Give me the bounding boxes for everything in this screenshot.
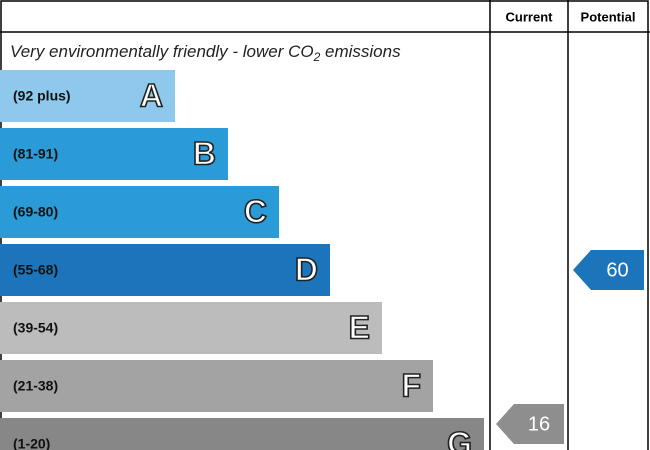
band-letter: E — [349, 309, 370, 345]
band-bar — [0, 418, 484, 450]
band-letter: G — [447, 425, 472, 450]
band-range: (55-68) — [13, 262, 58, 278]
band-range: (39-54) — [13, 320, 58, 336]
current-value: 16 — [528, 413, 550, 435]
band-bar — [0, 302, 382, 354]
band-letter: D — [295, 251, 318, 287]
band-range: (69-80) — [13, 204, 58, 220]
potential-header: Potential — [581, 9, 636, 24]
band-bar — [0, 244, 330, 296]
band-letter: A — [140, 77, 163, 113]
band-range: (1-20) — [13, 436, 50, 450]
subtitle-text: Very environmentally friendly - lower CO — [10, 42, 314, 61]
potential-value: 60 — [606, 259, 628, 281]
potential-arrow — [573, 250, 644, 290]
band-letter: C — [244, 193, 267, 229]
band-bar — [0, 360, 433, 412]
subtitle-subscript: 2 — [313, 50, 321, 64]
current-header: Current — [506, 9, 554, 24]
band-bar — [0, 186, 279, 238]
band-bar — [0, 128, 228, 180]
band-letter: B — [193, 135, 216, 171]
band-bar — [0, 70, 175, 122]
band-range: (21-38) — [13, 378, 58, 394]
subtitle-suffix: emissions — [320, 42, 401, 61]
subtitle: Very environmentally friendly - lower CO… — [10, 42, 401, 64]
band-range: (92 plus) — [13, 88, 71, 104]
current-arrow — [496, 404, 564, 444]
band-letter: F — [401, 367, 421, 403]
band-range: (81-91) — [13, 146, 58, 162]
